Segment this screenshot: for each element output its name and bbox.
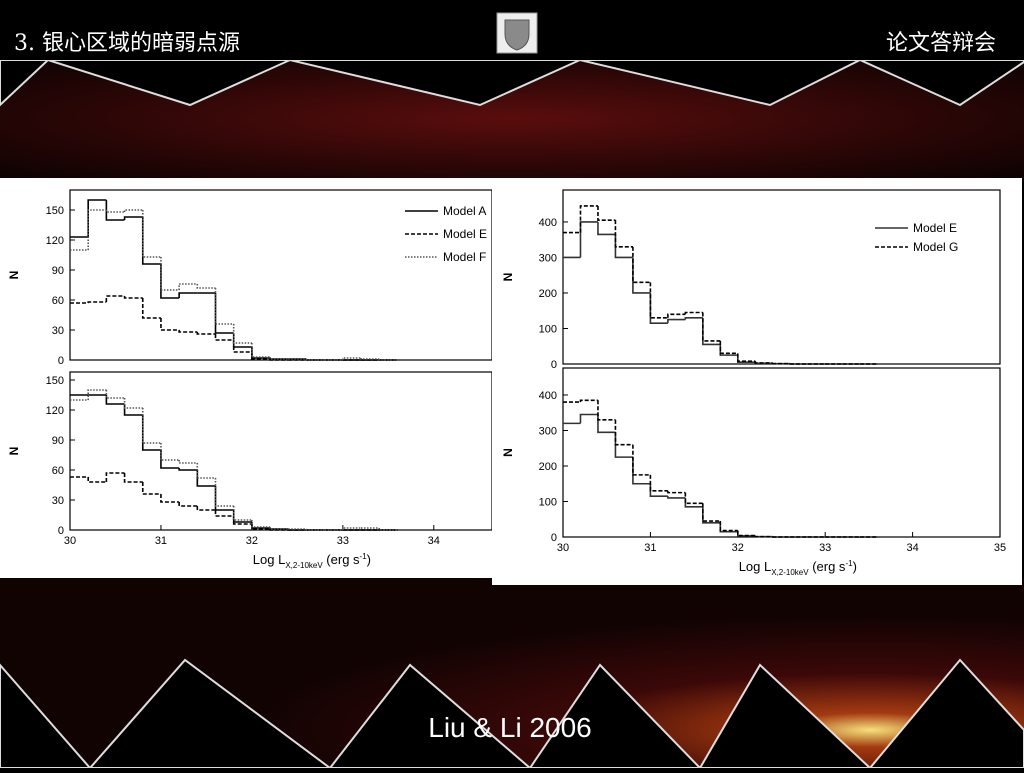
y-tick-label: 0 [551,359,557,371]
y-axis-label: N [7,447,21,456]
y-tick-label: 90 [52,265,64,277]
caption: Liu & Li 2006 [428,712,591,743]
y-tick-label: 60 [52,295,64,307]
x-axis-label-part: (erg s [809,559,846,574]
x-axis-label-part: Log L [739,559,772,574]
y-axis-label: N [501,273,515,282]
y-tick-label: 30 [52,495,64,507]
legend-label: Model F [443,250,486,264]
y-tick-label: 120 [46,405,64,417]
logo [497,13,537,53]
x-tick-label: 30 [64,535,76,547]
legend-label: Model G [913,240,958,254]
y-tick-label: 100 [539,323,557,335]
y-tick-label: 300 [539,425,557,437]
legend-label: Model E [443,227,487,241]
x-tick-label: 33 [819,542,831,554]
x-tick-label: 32 [732,542,744,554]
x-tick-label: 31 [155,535,167,547]
x-tick-label: 33 [337,535,349,547]
y-axis-label: N [501,448,515,457]
legend-label: Model A [443,204,486,218]
x-tick-label: 34 [428,535,440,547]
x-axis-label-part: ) [367,552,371,567]
y-axis-label: N [7,271,21,280]
x-axis-label-part: X,2-10keV [771,568,809,577]
y-tick-label: 400 [539,217,557,229]
x-axis-label-part: (erg s [323,552,360,567]
y-tick-label: 30 [52,325,64,337]
y-tick-label: 150 [46,375,64,387]
x-tick-label: 31 [644,542,656,554]
x-axis-label-part: X,2-10keV [285,561,323,570]
legend-label: Model E [913,221,957,235]
x-tick-label: 32 [246,535,258,547]
histogram-step [773,363,790,364]
x-tick-label: 34 [906,542,918,554]
x-axis-label-part: Log L [253,552,286,567]
y-tick-label: 0 [58,355,64,367]
y-tick-label: 200 [539,461,557,473]
x-tick-label: 35 [994,542,1006,554]
y-tick-label: 90 [52,435,64,447]
y-tick-label: 120 [46,235,64,247]
left-figure [0,178,492,578]
y-tick-label: 200 [539,288,557,300]
y-tick-label: 60 [52,465,64,477]
y-tick-label: 300 [539,252,557,264]
x-axis-label-part: ) [853,559,857,574]
slide-title: 3. 银心区域的暗弱点源 [14,31,240,56]
x-tick-label: 30 [557,542,569,554]
y-tick-label: 400 [539,390,557,402]
header-right: 论文答辩会 [886,31,996,56]
y-tick-label: 150 [46,205,64,217]
y-tick-label: 100 [539,496,557,508]
